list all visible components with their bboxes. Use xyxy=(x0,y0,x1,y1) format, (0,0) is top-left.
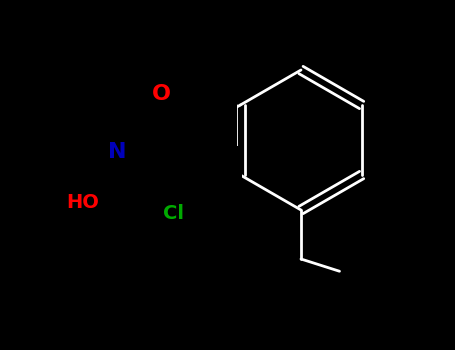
Text: N: N xyxy=(108,142,126,162)
Text: HO: HO xyxy=(66,194,99,212)
Text: O: O xyxy=(152,84,171,105)
Text: Cl: Cl xyxy=(163,204,184,223)
Text: Cl: Cl xyxy=(163,204,184,223)
Text: N: N xyxy=(108,142,126,162)
Text: HO: HO xyxy=(66,194,99,212)
Text: O: O xyxy=(152,84,171,105)
